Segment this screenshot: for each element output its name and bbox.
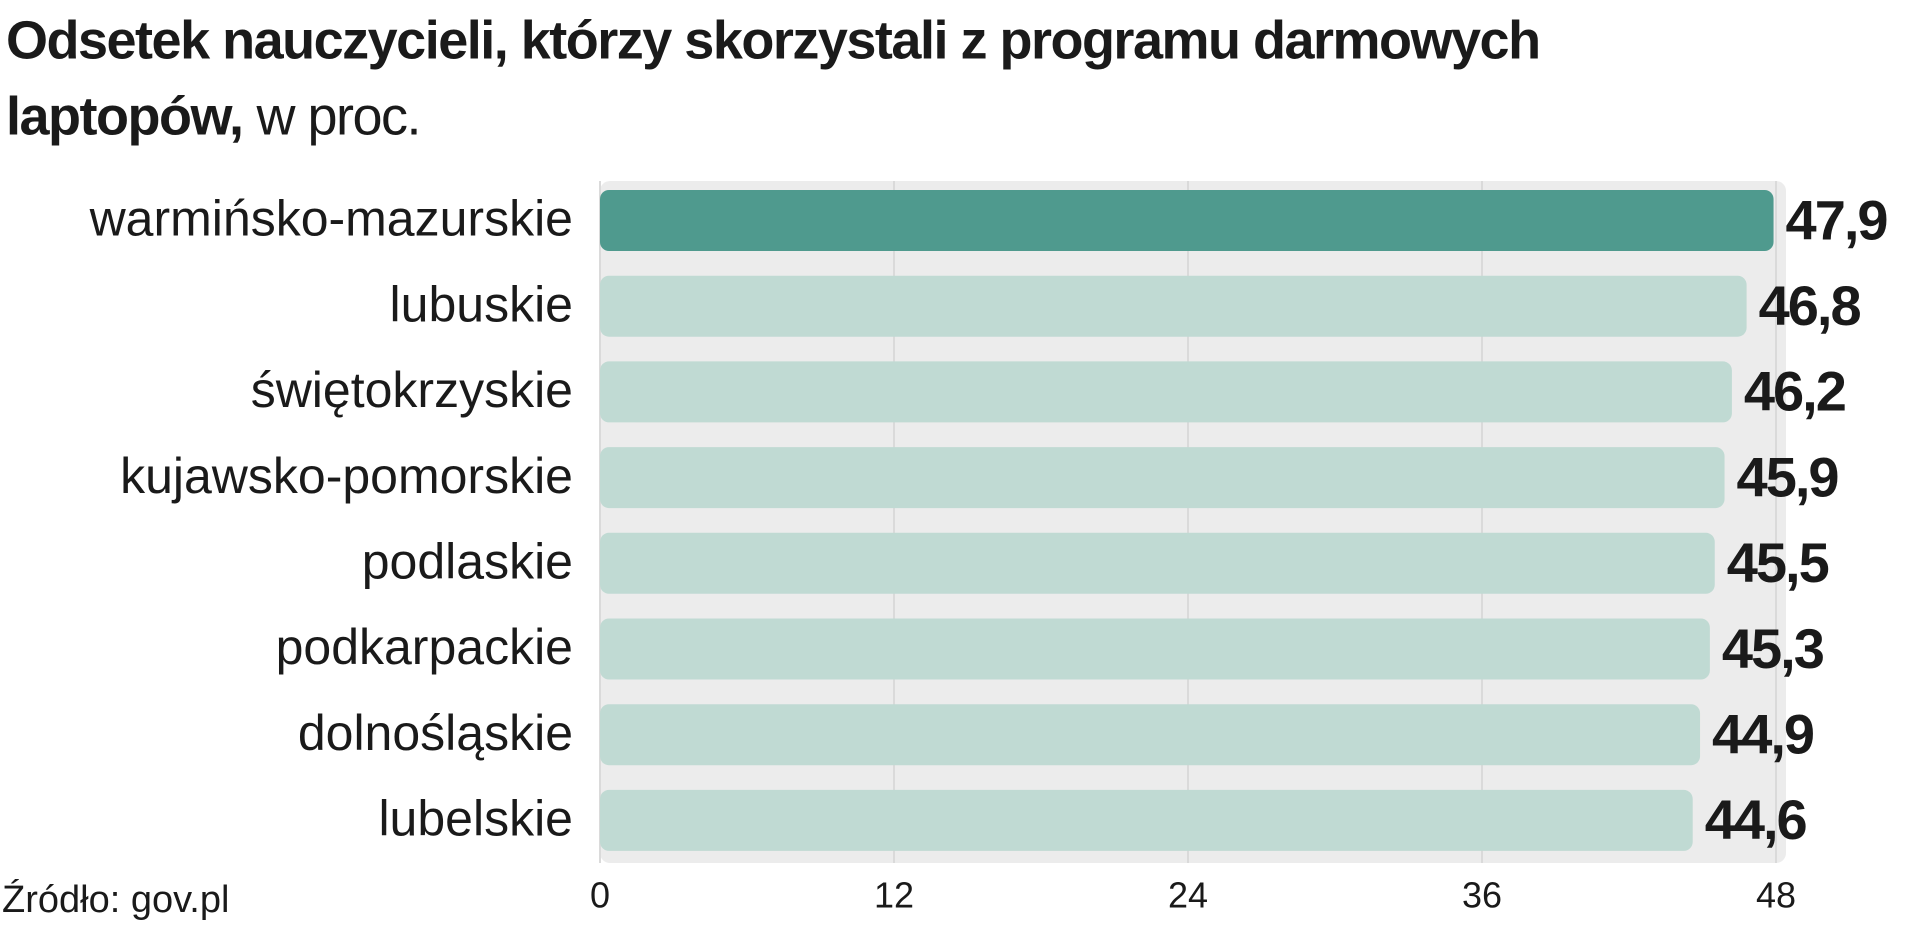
bar	[600, 704, 1701, 766]
source: Źródło: gov.pl	[2, 878, 229, 921]
category-label: podlaskie	[362, 534, 573, 590]
x-tick-label: 0	[590, 875, 610, 916]
bar	[600, 190, 1774, 251]
chart-subtitle: w proc.	[255, 86, 420, 146]
value-label: 45,3	[1722, 617, 1824, 680]
value-label: 44,9	[1712, 702, 1814, 765]
value-label: 45,5	[1727, 531, 1829, 594]
bar	[600, 361, 1732, 423]
category-label: podkarpackie	[276, 619, 573, 675]
category-label: lubuskie	[390, 276, 573, 332]
chart-title-line-2: laptopów,	[6, 86, 242, 146]
chart-title: Odsetek nauczycieli, którzy skorzystali …	[6, 10, 1540, 70]
value-label: 46,2	[1744, 360, 1845, 423]
category-label: świętokrzyskie	[251, 362, 573, 418]
category-label: lubelskie	[378, 791, 573, 847]
bar	[600, 447, 1725, 509]
plot-background	[600, 181, 1786, 863]
bar	[600, 532, 1715, 594]
bar	[600, 789, 1693, 851]
x-tick-label: 48	[1756, 875, 1796, 916]
bar	[600, 275, 1747, 337]
x-tick-label: 24	[1168, 875, 1208, 916]
x-tick-label: 12	[874, 875, 914, 916]
bar	[600, 618, 1710, 680]
category-label: warmińsko-mazurskie	[89, 191, 573, 247]
value-label: 44,6	[1705, 788, 1807, 851]
category-label: kujawsko-pomorskie	[120, 448, 573, 504]
value-label: 47,9	[1786, 188, 1888, 251]
value-label: 45,9	[1737, 445, 1839, 508]
category-label: dolnośląskie	[298, 705, 573, 761]
x-tick-label: 36	[1462, 875, 1502, 916]
value-label: 46,8	[1759, 274, 1861, 337]
